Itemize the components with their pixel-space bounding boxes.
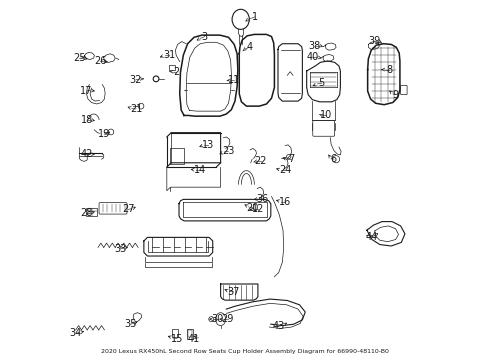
Text: 1: 1 bbox=[252, 12, 258, 22]
Text: 7: 7 bbox=[288, 154, 294, 164]
Text: 41: 41 bbox=[188, 333, 200, 343]
Text: 10: 10 bbox=[320, 111, 332, 121]
Text: 2020 Lexus RX450hL Second Row Seats Cup Holder Assembly Diagram for 66990-48110-: 2020 Lexus RX450hL Second Row Seats Cup … bbox=[101, 349, 389, 354]
Text: 30: 30 bbox=[212, 314, 224, 324]
Text: 6: 6 bbox=[331, 154, 337, 164]
Text: 26: 26 bbox=[94, 56, 106, 66]
Text: 22: 22 bbox=[254, 156, 267, 166]
Text: 33: 33 bbox=[114, 244, 126, 254]
Text: 28: 28 bbox=[80, 208, 93, 218]
Text: 8: 8 bbox=[386, 64, 392, 75]
Text: 31: 31 bbox=[163, 50, 175, 60]
Text: 21: 21 bbox=[130, 104, 142, 114]
Text: 11: 11 bbox=[228, 75, 241, 85]
Text: 32: 32 bbox=[130, 75, 142, 85]
Text: 14: 14 bbox=[194, 165, 206, 175]
Text: 24: 24 bbox=[279, 165, 292, 175]
Text: 40: 40 bbox=[307, 52, 319, 62]
Text: 15: 15 bbox=[171, 333, 183, 343]
Text: 39: 39 bbox=[368, 36, 381, 46]
Text: 4: 4 bbox=[246, 42, 252, 52]
Text: 17: 17 bbox=[80, 86, 93, 96]
Text: 36: 36 bbox=[256, 194, 269, 204]
Text: 3: 3 bbox=[202, 32, 208, 41]
Text: 23: 23 bbox=[222, 146, 235, 156]
Text: 35: 35 bbox=[124, 319, 136, 329]
Text: 19: 19 bbox=[98, 129, 110, 139]
Text: 42: 42 bbox=[80, 149, 93, 159]
Text: 37: 37 bbox=[227, 287, 240, 297]
Text: 38: 38 bbox=[308, 41, 320, 50]
Text: 18: 18 bbox=[81, 115, 93, 125]
Text: 5: 5 bbox=[318, 78, 325, 88]
Text: 25: 25 bbox=[73, 53, 86, 63]
Text: 29: 29 bbox=[221, 314, 234, 324]
Text: 2: 2 bbox=[173, 67, 179, 77]
Text: 43: 43 bbox=[272, 321, 285, 331]
Text: 13: 13 bbox=[202, 140, 215, 150]
Text: 27: 27 bbox=[122, 204, 134, 215]
Text: 44: 44 bbox=[365, 232, 377, 242]
Text: 20: 20 bbox=[246, 203, 259, 213]
Text: 34: 34 bbox=[70, 328, 82, 338]
Text: 9: 9 bbox=[392, 90, 399, 100]
Text: 12: 12 bbox=[252, 204, 264, 215]
Text: 16: 16 bbox=[279, 197, 291, 207]
